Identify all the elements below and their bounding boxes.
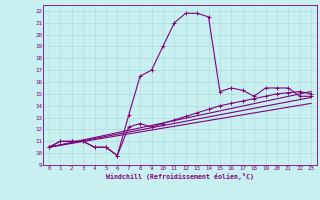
X-axis label: Windchill (Refroidissement éolien,°C): Windchill (Refroidissement éolien,°C) — [106, 173, 254, 180]
